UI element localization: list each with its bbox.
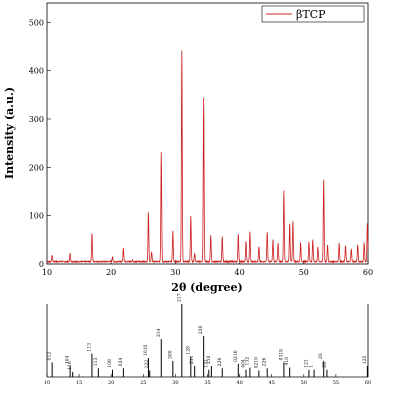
reference-peak-label: 217 xyxy=(176,293,182,302)
main-y-tick-label: 0 xyxy=(39,260,44,269)
main-y-tick-label: 500 xyxy=(29,18,44,27)
ref-x-tick-label: 50 xyxy=(301,380,307,386)
reference-peak-label: 0318 xyxy=(278,349,284,361)
main-y-tick-label: 400 xyxy=(29,67,44,76)
series-line-btcp xyxy=(46,50,369,264)
ref-x-tick-label: 25 xyxy=(140,380,146,386)
main-x-tick-label: 30 xyxy=(170,268,180,277)
reference-peak-label: 128 xyxy=(185,346,191,355)
reference-peak-label: 20 xyxy=(318,353,324,359)
ref-x-tick-label: 15 xyxy=(76,380,82,386)
reference-peak-label: 121 xyxy=(303,359,309,368)
reference-peak-label: 226 xyxy=(262,358,268,367)
legend: βTCP xyxy=(261,5,365,23)
reference-peak-label: 108 xyxy=(107,359,113,368)
reference-peak-label: 122 xyxy=(144,360,150,369)
main-x-tick-label: 10 xyxy=(42,268,52,277)
reference-peak-label: 404 xyxy=(241,359,247,368)
ref-x-tick-label: 10 xyxy=(44,380,50,386)
main-plot-frame xyxy=(46,2,369,265)
reference-peak-label: 131 xyxy=(203,359,209,368)
reference-peak-label: 1010 xyxy=(143,344,149,356)
ref-x-tick-label: 35 xyxy=(204,380,210,386)
reference-peak-label: 0216 xyxy=(233,350,239,362)
reference-peak-label: 024 xyxy=(118,358,124,367)
legend-label-btcp: βTCP xyxy=(296,8,326,21)
main-y-tick-label: 100 xyxy=(29,212,44,221)
reference-peak-label: 22 xyxy=(321,362,327,368)
reference-peak-label: 410 xyxy=(284,357,290,366)
main-x-tick-label: 50 xyxy=(299,268,309,277)
reference-peak-label: 113 xyxy=(93,358,99,367)
main-x-tick-label: 20 xyxy=(106,268,116,277)
reference-peak-label: 110 xyxy=(67,361,73,370)
reference-peak-label: 220 xyxy=(198,325,204,334)
ref-x-tick-label: 20 xyxy=(108,380,114,386)
ref-x-tick-label: 40 xyxy=(236,380,242,386)
main-y-axis: 0 100 200 300 400 500 xyxy=(29,18,51,269)
ref-x-axis: 10 15 20 25 30 35 40 45 50 55 60 xyxy=(44,374,371,386)
ref-x-tick-label: 55 xyxy=(333,380,339,386)
reference-peak-label: 210 xyxy=(206,355,212,364)
ref-x-tick-label: 30 xyxy=(172,380,178,386)
main-x-tick-label: 60 xyxy=(363,268,373,277)
main-y-tick-label: 300 xyxy=(29,115,44,124)
ref-x-tick-label: 45 xyxy=(269,380,275,386)
reference-peak-bars xyxy=(51,304,368,377)
main-y-axis-title: Intensity (a.u.) xyxy=(3,87,16,179)
reference-peak-label: 1 xyxy=(309,365,315,368)
legend-box xyxy=(261,5,365,23)
main-x-axis-title: 2θ (degree) xyxy=(171,281,242,294)
main-y-tick-label: 200 xyxy=(29,163,44,172)
reference-peak-label: 211 xyxy=(189,355,195,364)
main-x-tick-label: 40 xyxy=(235,268,245,277)
reference-peak-label: 226 xyxy=(217,358,223,367)
reference-peak-label: 214 xyxy=(156,328,162,337)
reference-peak-label: 0210 xyxy=(253,357,259,369)
ref-x-tick-label: 60 xyxy=(365,380,371,386)
reference-peak-label: 113 xyxy=(86,343,92,352)
reference-peak-label: 300 xyxy=(167,350,173,359)
reference-peak-label: 104 xyxy=(65,355,71,364)
reference-peak-label: 012 xyxy=(47,352,53,361)
reference-peak-label: 132 xyxy=(244,357,250,366)
reference-peak-label: 125 xyxy=(362,355,368,364)
